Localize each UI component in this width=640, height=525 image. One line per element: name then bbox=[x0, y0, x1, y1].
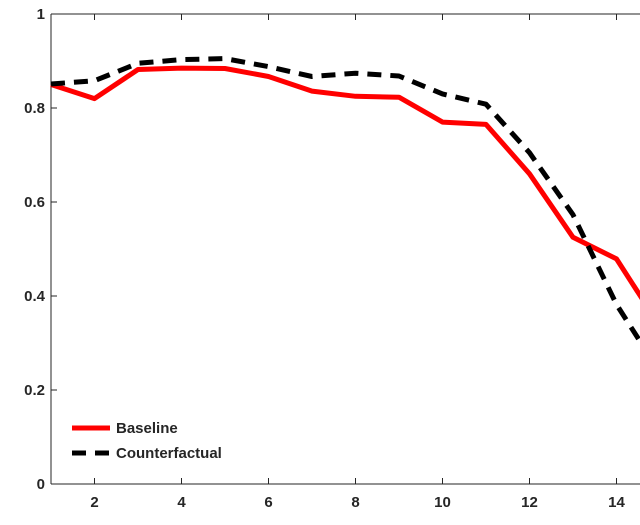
x-tick-label: 2 bbox=[90, 494, 98, 511]
y-tick-label: 1 bbox=[37, 6, 45, 23]
legend-label-baseline: Baseline bbox=[116, 420, 178, 437]
y-tick-label: 0 bbox=[37, 476, 45, 493]
y-tick-label: 0.2 bbox=[24, 382, 45, 399]
series-layer bbox=[50, 56, 640, 346]
x-tick-label: 4 bbox=[177, 494, 186, 511]
series-line-counterfactual bbox=[50, 56, 640, 346]
axes: 2 4 6 8 10 12 14 0 0.2 0.4 0.6 0.8 1 bbox=[24, 6, 640, 511]
x-tick-label: 12 bbox=[521, 494, 538, 511]
series-line-baseline bbox=[50, 65, 640, 301]
y-tick-label: 0.6 bbox=[24, 194, 45, 211]
x-tick-label: 10 bbox=[434, 494, 451, 511]
legend-label-counterfactual: Counterfactual bbox=[116, 445, 222, 462]
y-tick-label: 0.8 bbox=[24, 100, 45, 117]
x-tick-label: 14 bbox=[608, 494, 625, 511]
y-tick-label: 0.4 bbox=[24, 288, 46, 305]
legend: Baseline Counterfactual bbox=[72, 420, 222, 462]
x-tick-label: 6 bbox=[264, 494, 272, 511]
x-tick-label: 8 bbox=[351, 494, 359, 511]
